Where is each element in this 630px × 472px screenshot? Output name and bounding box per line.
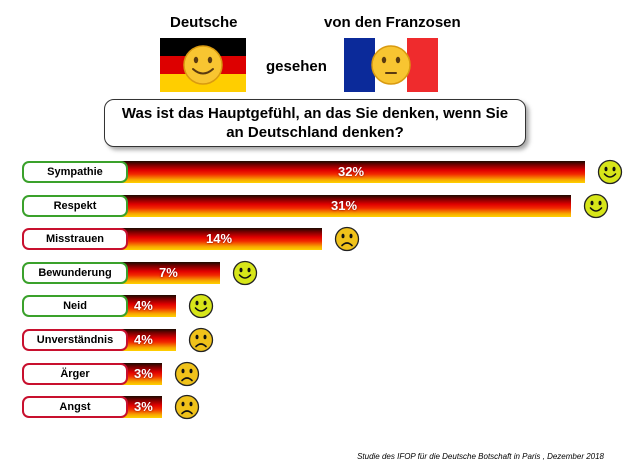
flag-stripe-red-fr [407,38,438,92]
category-label-5: Unverständnis [22,329,128,351]
header-left-title: Deutsche [170,14,238,31]
bar-5 [118,329,176,351]
sad-face-icon [174,361,200,387]
happy-face-icon [583,193,609,219]
bar-4 [118,295,176,317]
source-footnote: Studie des IFOP für die Deutsche Botscha… [357,452,604,461]
category-label-0: Sympathie [22,161,128,183]
bar-0 [118,161,585,183]
flag-stripe-blue [344,38,375,92]
sad-face-icon [334,226,360,252]
happy-face-icon [597,159,623,185]
bar-6 [118,363,162,385]
bar-2 [118,228,322,250]
neutral-face-icon [371,45,411,85]
question-line-1: Was ist das Hauptgefühl, an das Sie denk… [121,105,509,122]
sad-face-icon [188,327,214,353]
header-middle-word: gesehen [266,58,327,75]
value-label-5: 4% [134,332,153,347]
happy-face-icon [188,293,214,319]
category-label-2: Misstrauen [22,228,128,250]
french-flag-icon [344,38,438,92]
value-label-2: 14% [206,231,233,246]
bar-7 [118,396,162,418]
value-label-4: 4% [134,298,153,313]
category-label-1: Respekt [22,195,128,217]
value-label-3: 7% [159,265,178,280]
question-box: Was ist das Hauptgefühl, an das Sie denk… [104,99,526,147]
category-label-6: Ärger [22,363,128,385]
question-line-2: an Deutschland denken? [226,124,404,141]
smiling-face-icon [183,45,223,85]
header-right-title: von den Franzosen [324,14,461,31]
bar-3 [118,262,220,284]
category-label-7: Angst [22,396,128,418]
value-label-7: 3% [134,399,153,414]
sad-face-icon [174,394,200,420]
value-label-6: 3% [134,366,153,381]
category-label-3: Bewunderung [22,262,128,284]
bar-1 [118,195,571,217]
german-flag-icon [160,38,246,92]
value-label-1: 31% [331,198,358,213]
happy-face-icon [232,260,258,286]
value-label-0: 32% [338,164,365,179]
category-label-4: Neid [22,295,128,317]
